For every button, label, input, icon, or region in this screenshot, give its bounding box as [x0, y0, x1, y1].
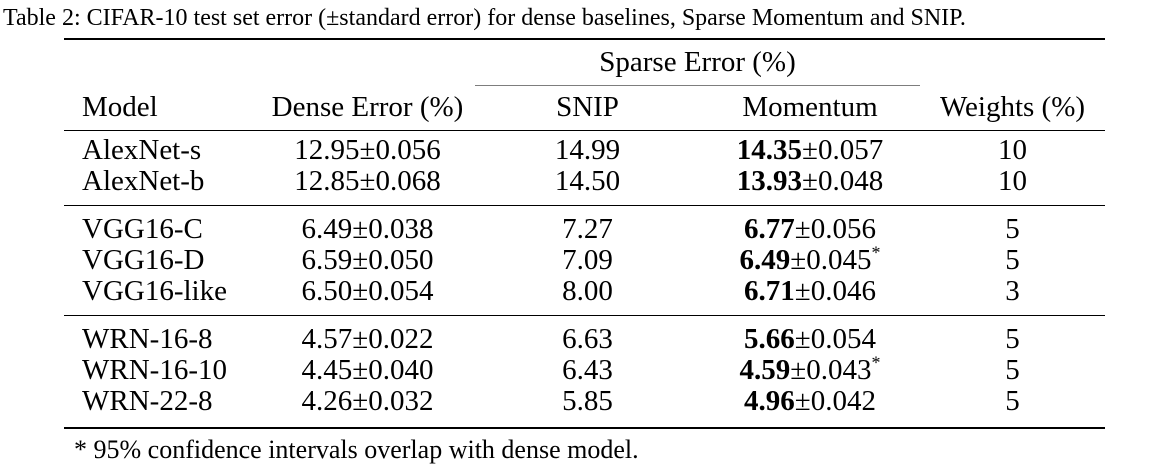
- momentum-cell: 6.71±0.046: [700, 276, 920, 316]
- col-group-header-sparse-error: Sparse Error (%): [475, 39, 921, 86]
- weights-cell: 10: [998, 165, 1028, 197]
- spacer-cell: [64, 39, 260, 86]
- momentum-error-value: ±0.057: [802, 134, 884, 166]
- momentum-best-value: 5.66: [744, 323, 795, 355]
- momentum-cell: 4.96±0.042: [700, 386, 920, 428]
- dense-error-cell: 4.26±0.032: [301, 385, 434, 417]
- col-header-model: Model: [64, 85, 260, 131]
- momentum-cell: 6.77±0.056: [700, 205, 921, 245]
- momentum-cell: 6.49±0.045*: [700, 242, 920, 276]
- col-header-snip: SNIP: [475, 85, 700, 131]
- col-header-momentum: Momentum: [700, 85, 921, 131]
- momentum-cell: 13.93±0.048: [700, 166, 920, 206]
- spacer-cell: [920, 39, 1105, 86]
- momentum-best-value: 6.49: [739, 244, 791, 276]
- dense-error-cell: 6.49±0.038: [260, 205, 475, 245]
- model-cell: AlexNet-s: [82, 134, 202, 166]
- column-header-row: Model Dense Error (%) SNIP Momentum Weig…: [64, 85, 1106, 131]
- weights-cell: 3: [1005, 275, 1020, 307]
- table-footnote: * 95% confidence intervals overlap with …: [74, 435, 639, 464]
- col-header-dense-error: Dense Error (%): [260, 85, 475, 131]
- snip-cell: 5.85: [562, 385, 613, 417]
- model-cell: VGG16-D: [82, 244, 205, 276]
- momentum-cell: 14.35±0.057: [700, 131, 920, 167]
- snip-cell: 14.99: [554, 134, 621, 166]
- column-group-header-row: Sparse Error (%): [64, 39, 1105, 86]
- snip-cell: 8.00: [562, 275, 613, 307]
- snip-cell: 14.50: [554, 165, 621, 197]
- table-row: AlexNet-s 12.95±0.056 14.99 14.35±0.057 …: [64, 131, 1105, 167]
- momentum-best-value: 4.96: [744, 385, 795, 417]
- momentum-best-value: 13.93: [736, 165, 803, 197]
- snip-cell: 7.27: [475, 205, 700, 245]
- snip-cell: 6.43: [562, 354, 613, 386]
- model-cell: WRN-16-10: [82, 354, 227, 386]
- significance-star: *: [871, 242, 881, 263]
- dense-error-cell: 4.45±0.040: [301, 354, 434, 386]
- results-table: Sparse Error (%) Model Dense Error (%) S…: [64, 38, 1106, 429]
- table-row: VGG16-like 6.50±0.054 8.00 6.71±0.046 3: [64, 276, 1105, 316]
- weights-cell: 5: [920, 315, 1106, 355]
- weights-cell: 5: [920, 205, 1106, 245]
- momentum-error-value: ±0.054: [794, 323, 876, 355]
- model-cell: WRN-22-8: [82, 385, 213, 417]
- momentum-error-value: ±0.056: [794, 213, 876, 245]
- dense-error-cell: 6.50±0.054: [301, 275, 434, 307]
- model-cell: WRN-16-8: [64, 315, 260, 355]
- weights-cell: 5: [1005, 244, 1020, 276]
- col-header-weights: Weights (%): [920, 85, 1106, 131]
- momentum-error-value: ±0.042: [794, 385, 876, 417]
- model-cell: VGG16-C: [64, 205, 260, 245]
- table-caption: Table 2: CIFAR-10 test set error (±stand…: [3, 5, 966, 31]
- weights-cell: 10: [998, 134, 1028, 166]
- table-row: WRN-16-8 4.57±0.022 6.63 5.66±0.054 5: [64, 315, 1106, 355]
- spacer-cell: [260, 39, 475, 86]
- dense-error-cell: 12.95±0.056: [294, 134, 441, 166]
- weights-cell: 5: [1005, 385, 1020, 417]
- momentum-cell: 4.59±0.043*: [700, 352, 920, 386]
- momentum-error-value: ±0.046: [794, 275, 876, 307]
- momentum-best-value: 14.35: [736, 134, 803, 166]
- momentum-best-value: 4.59: [739, 354, 791, 386]
- significance-star: *: [871, 352, 881, 373]
- weights-cell: 5: [1005, 354, 1020, 386]
- dense-error-cell: 12.85±0.068: [294, 165, 441, 197]
- momentum-best-value: 6.77: [744, 213, 795, 245]
- table-row: WRN-16-10 4.45±0.040 6.43 4.59±0.043* 5: [64, 352, 1105, 386]
- dense-error-cell: 4.57±0.022: [260, 315, 475, 355]
- snip-cell: 7.09: [562, 244, 613, 276]
- momentum-error-value: ±0.043: [790, 354, 872, 386]
- snip-cell: 6.63: [475, 315, 700, 355]
- model-cell: AlexNet-b: [82, 165, 205, 197]
- momentum-best-value: 6.71: [744, 275, 795, 307]
- momentum-error-value: ±0.048: [802, 165, 884, 197]
- model-cell: VGG16-like: [82, 275, 227, 307]
- table-row: AlexNet-b 12.85±0.068 14.50 13.93±0.048 …: [64, 166, 1105, 206]
- momentum-error-value: ±0.045: [790, 244, 872, 276]
- momentum-cell: 5.66±0.054: [700, 315, 921, 355]
- dense-error-cell: 6.59±0.050: [301, 244, 434, 276]
- table-row: WRN-22-8 4.26±0.032 5.85 4.96±0.042 5: [64, 386, 1105, 428]
- table-row: VGG16-C 6.49±0.038 7.27 6.77±0.056 5: [64, 205, 1106, 245]
- table-row: VGG16-D 6.59±0.050 7.09 6.49±0.045* 5: [64, 242, 1105, 276]
